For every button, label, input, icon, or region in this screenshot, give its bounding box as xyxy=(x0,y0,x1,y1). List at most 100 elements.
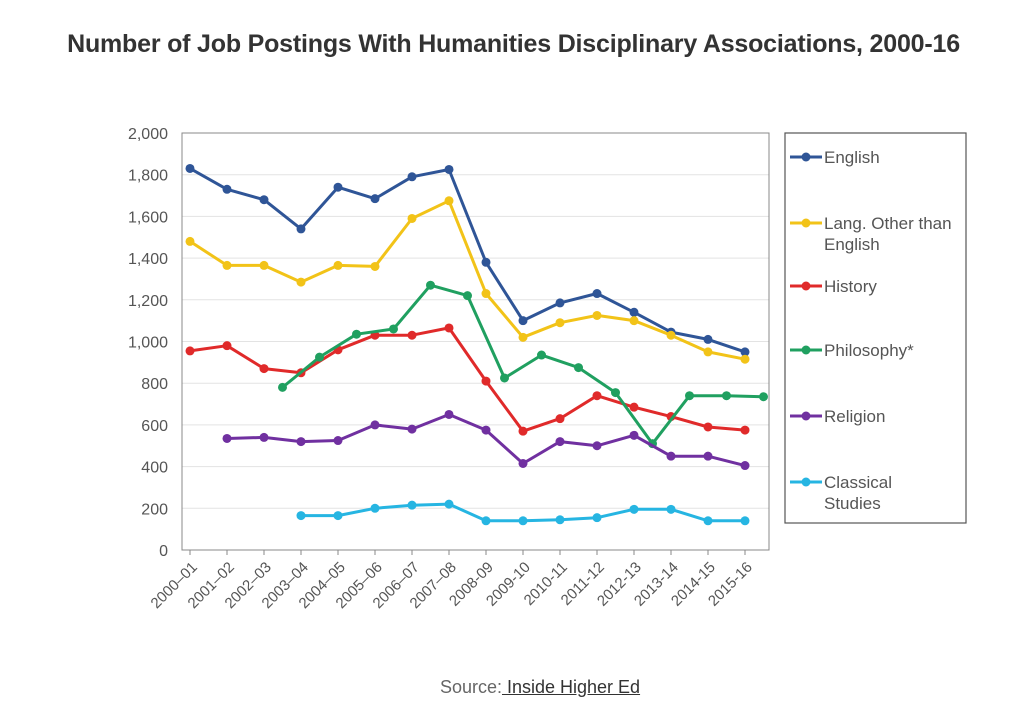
series-line xyxy=(281,283,765,446)
series-line xyxy=(188,199,747,361)
legend-marker xyxy=(801,477,811,487)
plot-frame xyxy=(181,132,770,551)
data-point xyxy=(666,330,676,340)
x-axis: 2000–012001–022002–032003–042004–052005–… xyxy=(148,550,756,612)
legend-label: Religion xyxy=(824,407,885,426)
data-point xyxy=(555,414,565,424)
data-point xyxy=(444,164,454,174)
data-point xyxy=(481,289,491,299)
legend-entry-5: Classical Studies xyxy=(790,473,892,513)
y-tick-label: 0 xyxy=(159,543,168,560)
legend-marker xyxy=(801,152,811,162)
data-point xyxy=(444,499,454,509)
data-point xyxy=(259,364,269,374)
data-point xyxy=(407,330,417,340)
data-point xyxy=(629,504,639,514)
data-point xyxy=(518,516,528,526)
data-point xyxy=(722,391,731,401)
data-point xyxy=(259,195,269,205)
legend-entry-3: Philosophy* xyxy=(790,341,914,360)
source-link[interactable]: Inside Higher Ed xyxy=(501,677,641,697)
data-point xyxy=(444,409,454,419)
data-point xyxy=(407,424,417,434)
data-point xyxy=(666,504,676,514)
data-point xyxy=(740,461,750,471)
data-point xyxy=(222,184,232,194)
data-point xyxy=(426,280,435,290)
data-point xyxy=(703,347,713,357)
y-tick-label: 1,200 xyxy=(128,293,168,310)
data-point xyxy=(629,430,639,440)
data-point xyxy=(518,458,528,468)
legend: English Lang. Other than English History Phi… xyxy=(784,132,967,524)
legend-label: English xyxy=(824,148,880,167)
data-point xyxy=(407,172,417,182)
y-tick-label: 2,000 xyxy=(128,126,168,143)
legend-marker xyxy=(801,281,811,291)
data-point xyxy=(296,224,306,234)
legend-entry-4: Religion xyxy=(790,407,885,426)
data-point xyxy=(740,516,750,526)
series-5 xyxy=(296,499,750,526)
data-point xyxy=(740,354,750,364)
data-point xyxy=(370,261,380,271)
data-point xyxy=(481,257,491,267)
y-tick-label: 200 xyxy=(141,501,168,518)
data-point xyxy=(703,334,713,344)
data-point xyxy=(592,513,602,523)
data-point xyxy=(629,316,639,326)
data-point xyxy=(685,391,694,401)
legend-label: English xyxy=(824,235,880,254)
data-point xyxy=(611,388,620,398)
data-point xyxy=(185,163,195,173)
data-point xyxy=(333,511,343,521)
data-point xyxy=(222,260,232,270)
series-4 xyxy=(222,409,750,471)
data-point xyxy=(389,324,398,334)
data-point xyxy=(222,341,232,351)
data-point xyxy=(703,422,713,432)
y-tick-label: 1,400 xyxy=(128,251,168,268)
data-point xyxy=(518,332,528,342)
data-point xyxy=(629,307,639,317)
data-point xyxy=(555,318,565,328)
legend-marker xyxy=(801,218,811,228)
data-point xyxy=(222,433,232,443)
data-point xyxy=(370,503,380,513)
data-point xyxy=(444,196,454,206)
data-point xyxy=(185,346,195,356)
legend-entry-2: History xyxy=(790,277,877,296)
chart-title: Number of Job Postings With Humanities D… xyxy=(67,30,960,58)
data-point xyxy=(740,347,750,357)
data-point xyxy=(333,182,343,192)
data-point xyxy=(296,277,306,287)
legend-label: History xyxy=(824,277,877,296)
y-tick-label: 400 xyxy=(141,460,168,477)
data-point xyxy=(463,291,472,301)
series-2 xyxy=(185,323,750,436)
y-axis: 0 200 400 600 800 1,000 1,200 1,400 1,600 1,800 2,… xyxy=(128,126,168,560)
y-tick-label: 800 xyxy=(141,376,168,393)
legend-label: Philosophy* xyxy=(824,341,914,360)
y-tick-label: 600 xyxy=(141,418,168,435)
data-point xyxy=(296,511,306,521)
data-point xyxy=(666,451,676,461)
source-line: Source: Inside Higher Ed xyxy=(0,677,1027,698)
y-tick-label: 1,600 xyxy=(128,209,168,226)
data-point xyxy=(518,426,528,436)
data-point xyxy=(259,432,269,442)
data-point xyxy=(740,425,750,435)
data-point xyxy=(259,260,269,270)
data-point xyxy=(296,437,306,447)
data-point xyxy=(407,213,417,223)
data-point xyxy=(370,420,380,430)
data-point xyxy=(555,437,565,447)
series-line xyxy=(188,326,747,433)
legend-entry-0: English xyxy=(790,148,880,167)
data-point xyxy=(500,373,509,383)
legend-marker xyxy=(801,345,811,355)
legend-label: Lang. Other than xyxy=(824,214,952,233)
legend-label: Studies xyxy=(824,494,881,513)
data-point xyxy=(185,236,195,246)
